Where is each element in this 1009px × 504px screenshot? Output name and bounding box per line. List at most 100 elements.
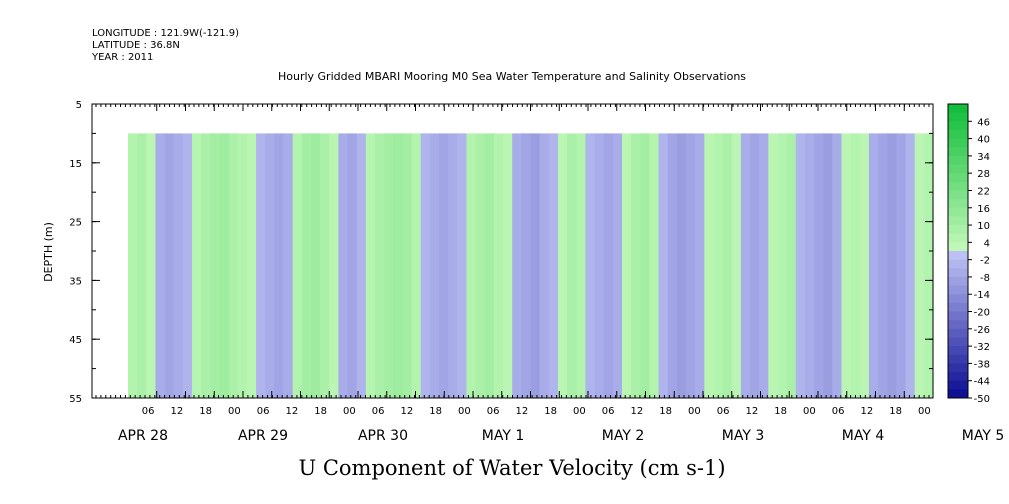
x-day-label: APR 30 [358, 428, 408, 444]
heat-cell [265, 133, 275, 398]
colorbar-swatch [948, 216, 968, 226]
chart-caption: U Component of Water Velocity (cm s-1) [298, 456, 725, 480]
x-tick-label: 00 [343, 406, 356, 417]
heat-cell [658, 133, 669, 398]
heat-cell [722, 133, 733, 398]
heat-cell [402, 133, 413, 398]
heat-cell [768, 133, 779, 398]
heat-cell [466, 133, 477, 398]
y-tick-label: 25 [69, 218, 82, 229]
heat-cell [896, 133, 907, 398]
colorbar-swatch [948, 276, 968, 286]
x-tick-label: 18 [429, 406, 442, 417]
colorbar-label: -26 [974, 325, 990, 336]
x-tick-label: 18 [314, 406, 327, 417]
heat-cell [740, 133, 751, 398]
heat-cell [804, 133, 815, 398]
heat-cell [475, 133, 486, 398]
heat-cell [530, 133, 541, 398]
heat-cell [201, 133, 211, 398]
heat-cell [420, 133, 431, 398]
colorbar-swatch [948, 225, 968, 235]
colorbar-swatch [948, 354, 968, 364]
heat-cell [914, 133, 925, 398]
heat-cell [347, 133, 358, 398]
heat-cell [503, 133, 513, 398]
x-tick-label: 12 [286, 406, 299, 417]
y-tick-label: 45 [69, 335, 82, 346]
x-tick-label: 12 [861, 406, 874, 417]
heat-cell [155, 133, 166, 398]
heat-cell [237, 133, 248, 398]
x-tick-label: 00 [228, 406, 241, 417]
colorbar-label: 46 [977, 117, 990, 128]
heat-cell [228, 133, 239, 398]
heat-cell [429, 133, 440, 398]
heat-cell [759, 133, 769, 398]
colorbar-label: -2 [980, 256, 990, 267]
colorbar-label: -20 [974, 308, 990, 319]
x-ticks: 06 12 18 00 06 12 18 00 06 12 18 00 06 12 18 00 06 12 18 00… [95, 104, 1004, 444]
x-tick-label: 06 [257, 406, 270, 417]
colorbar-label: 4 [984, 238, 990, 249]
x-tick-label: 00 [803, 406, 816, 417]
heat-cell [612, 133, 623, 398]
y-tick-label: 55 [69, 394, 82, 405]
heat-cell [539, 133, 550, 398]
colorbar-label: -50 [974, 394, 990, 405]
heat-cell [448, 133, 458, 398]
x-day-label: MAY 5 [962, 428, 1004, 444]
latitude-label: LATITUDE : 36.8N [92, 40, 180, 51]
heat-cell [338, 133, 349, 398]
heat-cell [576, 133, 586, 398]
heat-cell [832, 133, 843, 398]
colorbar-label: 34 [977, 152, 990, 163]
x-tick-label: 00 [688, 406, 701, 417]
heat-cell [292, 133, 303, 398]
colorbar-swatch [948, 311, 968, 321]
heat-cell [594, 133, 605, 398]
heat-cell [484, 133, 495, 398]
heat-cell [850, 133, 861, 398]
heat-cell [182, 133, 193, 398]
x-tick-label: 18 [774, 406, 787, 417]
heat-cell [512, 133, 522, 398]
heat-cell [219, 133, 230, 398]
heat-cell [731, 133, 742, 398]
heat-cell [320, 133, 330, 398]
heat-cell [356, 133, 367, 398]
heat-cell [301, 133, 312, 398]
heat-cell [649, 133, 660, 398]
heat-cell [695, 133, 705, 398]
x-tick-label: 06 [832, 406, 845, 417]
colorbar-swatch [948, 268, 968, 278]
y-tick-label: 35 [69, 276, 82, 287]
x-tick-label: 12 [631, 406, 644, 417]
colorbar-swatch [948, 242, 968, 252]
heatmap-field [128, 133, 934, 398]
colorbar-swatch [948, 121, 968, 131]
heat-cell [841, 133, 852, 398]
x-day-label: MAY 1 [482, 428, 524, 444]
heat-cell [905, 133, 916, 398]
x-tick-label: 18 [889, 406, 902, 417]
colorbar-swatch [948, 320, 968, 330]
colorbar-label: 22 [977, 186, 990, 197]
heat-cell [868, 133, 879, 398]
colorbar-swatch [948, 346, 968, 356]
heat-cell [676, 133, 687, 398]
heat-cell [923, 133, 934, 398]
heat-cell [274, 133, 285, 398]
x-tick-label: 06 [372, 406, 385, 417]
year-label: YEAR : 2011 [91, 52, 153, 63]
x-tick-label: 18 [659, 406, 672, 417]
heat-cell [878, 133, 888, 398]
x-day-label: MAY 3 [722, 428, 764, 444]
heat-cell [137, 133, 147, 398]
colorbar-swatch [948, 337, 968, 347]
heat-cell [667, 133, 678, 398]
heat-cell [493, 133, 504, 398]
heat-cell [621, 133, 632, 398]
colorbar-label: 16 [977, 204, 990, 215]
